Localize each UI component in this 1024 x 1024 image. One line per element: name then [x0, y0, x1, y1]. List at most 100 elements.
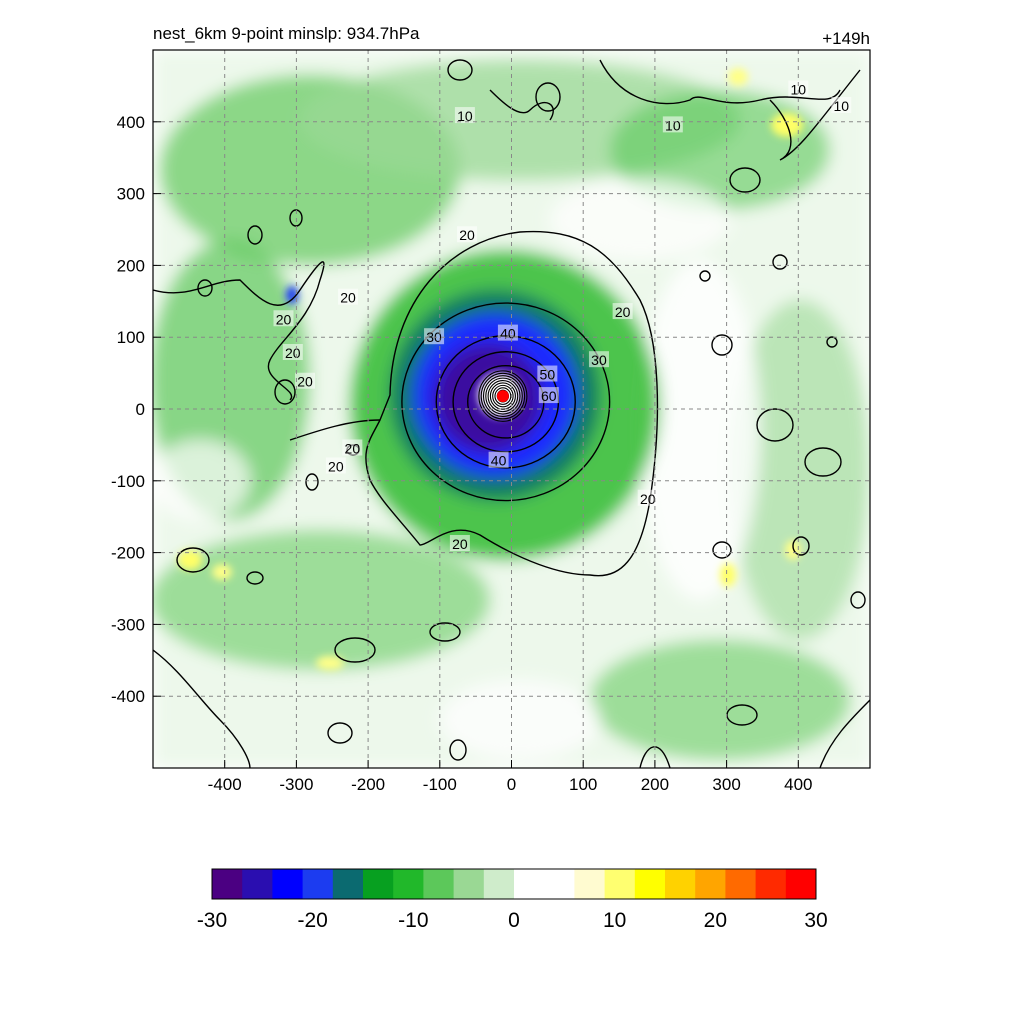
- contour-loop: [792, 536, 810, 556]
- contour-loop: [772, 254, 788, 270]
- x-tick-label: -300: [279, 775, 313, 794]
- contour-ring-30: [401, 302, 611, 502]
- eyewall-contour: [487, 379, 519, 413]
- contour-label: 10: [791, 81, 807, 97]
- colorbar-tick-label: -10: [398, 909, 428, 932]
- colorbar-tick-label: 30: [804, 909, 827, 932]
- contour-label-bg: [325, 457, 346, 474]
- contour-loop: [247, 225, 263, 245]
- y-tick-label: -300: [111, 615, 145, 634]
- x-tick-label: 200: [641, 775, 669, 794]
- contour-loop: [334, 637, 376, 663]
- eyewall-contour: [480, 372, 526, 420]
- contour-label-bg: [788, 80, 809, 97]
- shade-band-e: [730, 300, 870, 640]
- colorbar-swatch: [453, 869, 485, 899]
- contour-loop: [176, 547, 210, 573]
- shade-white-ne: [550, 180, 730, 260]
- contour-loop: [712, 541, 732, 559]
- colorbar-swatch: [665, 869, 696, 899]
- contour-loop: [429, 622, 461, 642]
- colorbar-swatch: [393, 869, 424, 899]
- contour-label: 50: [540, 367, 556, 383]
- contour-label: 20: [459, 227, 475, 243]
- contour-label: 20: [328, 458, 344, 474]
- eyewall-contour: [485, 377, 521, 415]
- colorbar-tick-label: -20: [297, 909, 327, 932]
- contour-line: [639, 746, 671, 768]
- colorbar-swatch: [423, 869, 455, 899]
- contour-label: 20: [345, 440, 361, 456]
- x-tick-label: 400: [784, 775, 812, 794]
- y-tick-label: 300: [117, 185, 145, 204]
- contour-label-bg: [588, 351, 609, 368]
- contour-loop: [274, 379, 296, 405]
- contour-label: 20: [452, 536, 468, 552]
- yellow-spot: [785, 540, 801, 560]
- contour-label-bg: [497, 324, 518, 341]
- contour-label-bg: [342, 439, 363, 456]
- contour-label: 20: [340, 290, 356, 306]
- storm-center-marker: [496, 390, 509, 403]
- contour-label-bg: [537, 365, 558, 382]
- contour-label-bg: [662, 116, 683, 133]
- contour-label-bg: [637, 489, 658, 506]
- contour-label: 40: [500, 326, 516, 342]
- colorbar-swatch: [725, 869, 757, 899]
- y-tick-label: -400: [111, 687, 145, 706]
- contour-loop: [327, 722, 353, 744]
- shade-band-sw: [153, 530, 490, 670]
- chart-title: nest_6km 9-point minslp: 934.7hPa: [153, 24, 420, 43]
- colorbar-swatch: [785, 869, 817, 899]
- contour-label: 20: [297, 374, 313, 390]
- contour-line: [599, 59, 841, 105]
- yellow-spot: [178, 550, 202, 570]
- y-tick-label: 200: [117, 256, 145, 275]
- colorbar-tick-label: 20: [704, 909, 727, 932]
- colorbar-swatch: [695, 869, 726, 899]
- contour-loop: [711, 334, 733, 356]
- contour-label-bg: [273, 310, 294, 327]
- y-tick-label: -100: [111, 472, 145, 491]
- colorbar-swatch: [242, 869, 273, 899]
- contour-label: 10: [665, 117, 681, 133]
- contour-label: 20: [276, 311, 292, 327]
- shade-white-e: [640, 260, 760, 600]
- y-tick-label: 400: [117, 113, 145, 132]
- colorbar-swatch: [574, 869, 606, 899]
- contour-label: 60: [541, 388, 557, 404]
- contour-label: 30: [591, 352, 607, 368]
- colorbar-ticks: -30 -20 -10 0 10 20 30: [197, 909, 828, 932]
- contour-loop: [729, 167, 761, 193]
- x-axis: -400 -300 -200 -100 0 100 200 300 400: [208, 760, 812, 794]
- contour-label-bg: [538, 387, 559, 404]
- colorbar-swatch: [483, 869, 515, 899]
- contour-label: 20: [285, 345, 301, 361]
- yellow-spot: [728, 68, 748, 86]
- contour-loop: [447, 59, 473, 81]
- shade-band-se: [590, 640, 850, 760]
- yellow-spot: [316, 656, 344, 670]
- y-tick-label: -200: [111, 544, 145, 563]
- contour-label: 20: [640, 491, 656, 507]
- contour-label: 10: [457, 108, 473, 124]
- contour-loop: [197, 279, 213, 297]
- colorbar-tick-label: 0: [508, 909, 520, 932]
- eyewall-contour: [489, 382, 516, 410]
- colorbar-swatch: [272, 869, 304, 899]
- colorbar: [211, 868, 817, 900]
- contour-line: [153, 261, 325, 401]
- contour-loop: [699, 270, 711, 282]
- colorbar-swatch: [544, 869, 575, 899]
- colorbar-frame: [211, 868, 817, 900]
- eyewall-contour: [478, 370, 528, 422]
- contour-line: [153, 649, 251, 768]
- colorbar-swatch: [302, 869, 334, 899]
- contour-loop: [850, 591, 866, 609]
- x-tick-label: -400: [208, 775, 242, 794]
- colorbar-swatch: [363, 869, 394, 899]
- x-tick-label: 300: [712, 775, 740, 794]
- contour-label-bg: [449, 534, 470, 551]
